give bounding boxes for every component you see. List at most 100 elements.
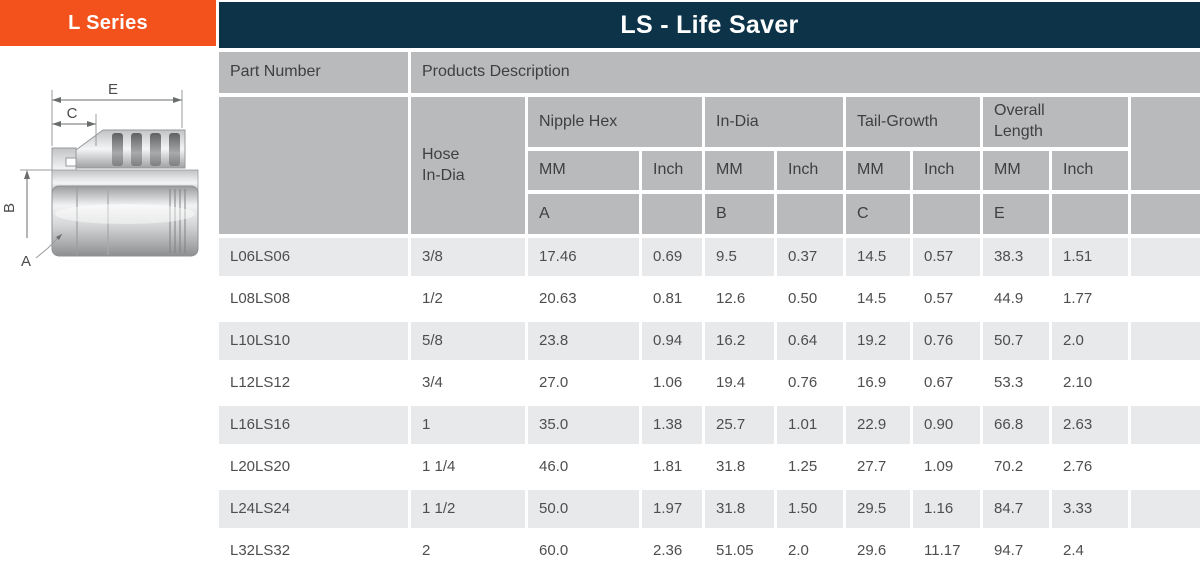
table-cell: 0.76 <box>777 364 843 402</box>
table-cell: 0.57 <box>913 280 980 318</box>
rib-slot-1 <box>112 133 123 166</box>
dim-header-c: C <box>846 194 910 234</box>
dim-header-e: E <box>983 194 1049 234</box>
part-number-cell: L24LS24 <box>219 490 408 528</box>
table-cell <box>1131 322 1200 360</box>
dim-c-label: C <box>67 105 78 122</box>
label-a-leader <box>35 233 63 259</box>
table-cell: 0.76 <box>913 322 980 360</box>
table-cell: 19.2 <box>846 322 910 360</box>
table-cell: 0.37 <box>777 238 843 276</box>
label-a-arrow <box>56 234 62 240</box>
table-cell: 29.6 <box>846 532 910 570</box>
table-cell: 1.51 <box>1052 238 1128 276</box>
part-number-cell: L12LS12 <box>219 364 408 402</box>
part-number-cell: L20LS20 <box>219 448 408 486</box>
table-cell: 3.33 <box>1052 490 1128 528</box>
table-cell: 2.10 <box>1052 364 1128 402</box>
table-cell: 50.7 <box>983 322 1049 360</box>
table-cell: 1.38 <box>642 406 702 444</box>
table-cell: 22.9 <box>846 406 910 444</box>
table-cell: 16.2 <box>705 322 774 360</box>
table-cell <box>1131 280 1200 318</box>
group-header-tail-growth: Tail-Growth <box>846 97 980 147</box>
table-cell: 16.9 <box>846 364 910 402</box>
table-cell: 11.17 <box>913 532 980 570</box>
header-blank-cell <box>1131 97 1200 190</box>
table-cell: 38.3 <box>983 238 1049 276</box>
page-title: LS - Life Saver <box>620 10 799 39</box>
table-cell: 23.8 <box>528 322 639 360</box>
rib-slot-3 <box>150 133 161 166</box>
dim-header-blank <box>913 194 980 234</box>
table-cell: 1.09 <box>913 448 980 486</box>
table-cell: 31.8 <box>705 490 774 528</box>
table-cell: 35.0 <box>528 406 639 444</box>
table-cell: 1.06 <box>642 364 702 402</box>
table-cell: 12.6 <box>705 280 774 318</box>
table-cell: 5/8 <box>411 322 525 360</box>
unit-header-mm: MM <box>983 151 1049 190</box>
table-cell: 51.05 <box>705 532 774 570</box>
table-cell: 60.0 <box>528 532 639 570</box>
table-cell: 1.81 <box>642 448 702 486</box>
part-number-cell: L10LS10 <box>219 322 408 360</box>
table-cell: 1.16 <box>913 490 980 528</box>
table-cell: 14.5 <box>846 280 910 318</box>
unit-header-inch: Inch <box>1052 151 1128 190</box>
table-cell: 29.5 <box>846 490 910 528</box>
dim-c-arrow-left <box>52 121 61 127</box>
table-cell <box>1131 406 1200 444</box>
dim-header-blank <box>777 194 843 234</box>
table-cell: 1 <box>411 406 525 444</box>
table-cell: 0.64 <box>777 322 843 360</box>
table-cell: 17.46 <box>528 238 639 276</box>
lower-body <box>51 185 199 257</box>
table-cell: 27.7 <box>846 448 910 486</box>
table-cell: 3/8 <box>411 238 525 276</box>
part-number-cell: L32LS32 <box>219 532 408 570</box>
col-header-products-description: Products Description <box>411 52 1200 93</box>
part-number-cell: L06LS06 <box>219 238 408 276</box>
table-cell: 2.63 <box>1052 406 1128 444</box>
table-cell: 53.3 <box>983 364 1049 402</box>
col-header-hose-in-dia: Hose In-Dia <box>411 97 525 234</box>
unit-header-inch: Inch <box>642 151 702 190</box>
col-header-part-number: Part Number <box>219 52 408 93</box>
table-cell: 70.2 <box>983 448 1049 486</box>
body-highlight <box>55 204 195 224</box>
table-cell: 2.0 <box>1052 322 1128 360</box>
table-cell: 1.01 <box>777 406 843 444</box>
title-bar: LS - Life Saver <box>219 2 1200 48</box>
dim-e-label: E <box>108 81 118 98</box>
table-cell: 14.5 <box>846 238 910 276</box>
table-cell: 2.76 <box>1052 448 1128 486</box>
dim-header-b: B <box>705 194 774 234</box>
part-number-cell: L16LS16 <box>219 406 408 444</box>
table-cell <box>1131 532 1200 570</box>
unit-header-mm: MM <box>846 151 910 190</box>
table-cell: 25.7 <box>705 406 774 444</box>
table-cell: 19.4 <box>705 364 774 402</box>
table-cell: 84.7 <box>983 490 1049 528</box>
series-tab: L Series <box>0 0 216 46</box>
dim-e-arrow-right <box>173 97 182 103</box>
table-cell: 66.8 <box>983 406 1049 444</box>
part-number-cell: L08LS08 <box>219 280 408 318</box>
unit-header-inch: Inch <box>777 151 843 190</box>
table-cell: 2.4 <box>1052 532 1128 570</box>
dim-header-a: A <box>528 194 639 234</box>
table-cell: 2.36 <box>642 532 702 570</box>
table-cell: 1 1/2 <box>411 490 525 528</box>
rib-slot-4 <box>169 133 180 166</box>
spec-table: Part Number Products Description Hose In… <box>219 52 1200 570</box>
rib-slot-2 <box>131 133 142 166</box>
table-cell: 0.94 <box>642 322 702 360</box>
dim-b-arrow-up <box>24 170 30 179</box>
dim-a-label: A <box>21 253 31 270</box>
table-cell <box>1131 364 1200 402</box>
table-cell: 1.77 <box>1052 280 1128 318</box>
table-cell: 31.8 <box>705 448 774 486</box>
crimp-shell <box>75 129 186 169</box>
table-cell: 0.81 <box>642 280 702 318</box>
